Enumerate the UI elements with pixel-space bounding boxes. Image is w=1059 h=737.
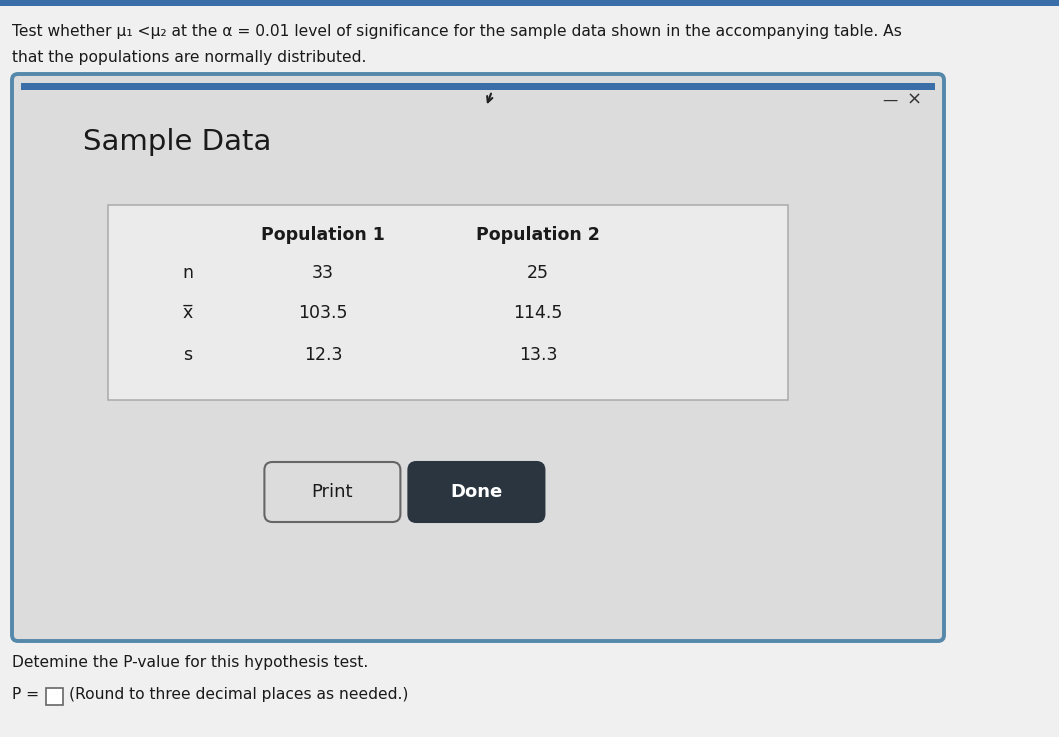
Bar [0,0,1059,6]
Text: Done: Done [450,483,503,501]
Text: 13.3: 13.3 [519,346,557,364]
FancyBboxPatch shape [265,462,400,522]
Text: 33: 33 [312,264,334,282]
Text: (Round to three decimal places as needed.): (Round to three decimal places as needed… [69,687,409,702]
Text: 12.3: 12.3 [304,346,342,364]
Text: —: — [882,93,898,108]
Bar [21,83,935,90]
Text: Detemine the P-value for this hypothesis test.: Detemine the P-value for this hypothesis… [12,655,369,670]
Text: that the populations are normally distributed.: that the populations are normally distri… [12,50,366,65]
Text: Population 1: Population 1 [262,226,384,244]
Text: Population 2: Population 2 [477,226,600,244]
Text: Test whether μ₁ <μ₂ at the α = 0.01 level of significance for the sample data sh: Test whether μ₁ <μ₂ at the α = 0.01 leve… [12,24,902,39]
Text: x̅: x̅ [183,304,193,322]
Text: Print: Print [311,483,353,501]
FancyBboxPatch shape [409,462,544,522]
Text: 25: 25 [527,264,549,282]
Text: P =: P = [12,687,39,702]
Text: n: n [182,264,194,282]
Text: 103.5: 103.5 [299,304,347,322]
Text: ×: × [907,91,921,109]
FancyBboxPatch shape [12,74,944,641]
Text: 114.5: 114.5 [514,304,562,322]
Bar [46,688,62,705]
Text: s: s [183,346,193,364]
Bar [108,205,788,400]
Text: Sample Data: Sample Data [83,128,271,156]
